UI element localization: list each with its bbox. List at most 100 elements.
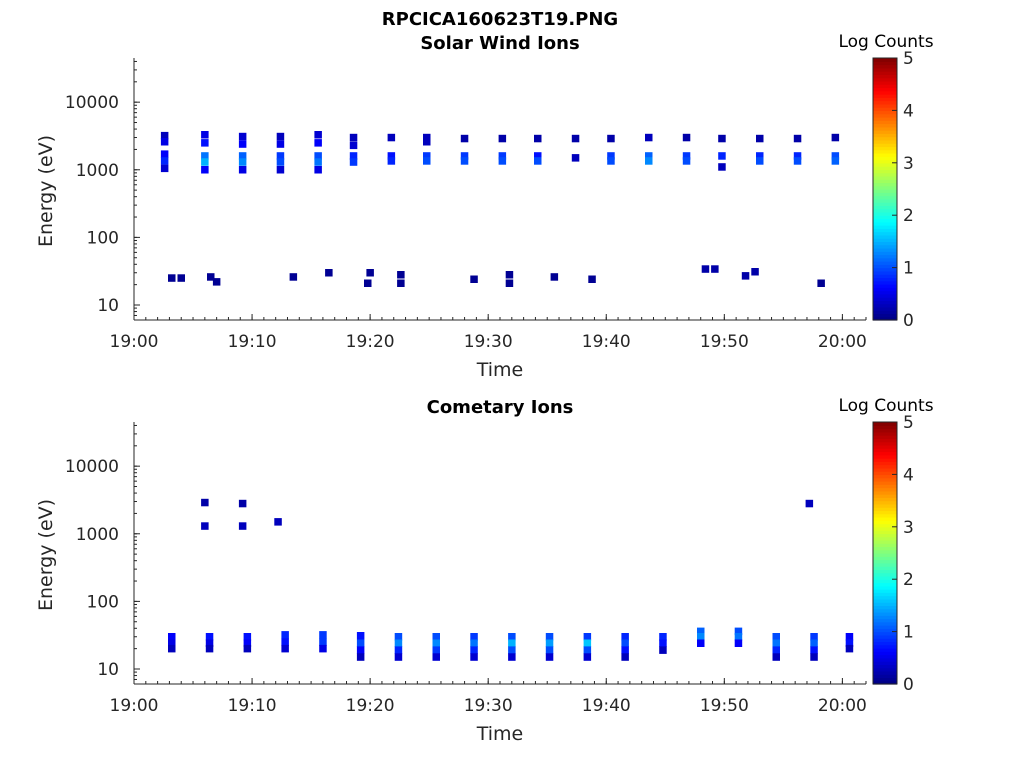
heatmap-cell [160, 150, 169, 158]
colorbar-segment [873, 310, 897, 315]
heatmap-cell [508, 653, 516, 661]
heatmap-cell [772, 653, 780, 661]
heatmap-cell [276, 140, 285, 148]
heatmap-cell [160, 157, 169, 165]
heatmap-cell [423, 138, 431, 146]
colorbar-segment [873, 58, 897, 62]
colorbar-segment [873, 143, 897, 148]
colorbar-segment [873, 664, 897, 669]
colorbar-tick-label: 4 [903, 101, 914, 121]
colorbar-segment [873, 589, 897, 593]
colorbar-label: Log Counts [838, 396, 933, 416]
heatmap-cell [349, 152, 358, 160]
heatmap-cell [498, 157, 507, 165]
colorbar-segment [873, 283, 897, 288]
heatmap-cell [356, 632, 365, 640]
heatmap-cell [751, 268, 759, 276]
colorbar-segment [873, 306, 897, 311]
heatmap-cell [160, 164, 169, 173]
colorbar-tick-label: 5 [903, 413, 914, 433]
colorbar-segment [873, 303, 897, 308]
colorbar-segment [873, 290, 897, 295]
heatmap-cell [319, 631, 327, 639]
heatmap-cell [621, 646, 629, 654]
colorbar-segment [873, 569, 897, 574]
heatmap-cell [314, 131, 322, 139]
heatmap-cell [508, 633, 516, 641]
heatmap-cell [793, 152, 802, 160]
heatmap-cell [817, 279, 825, 287]
colorbar-segment [873, 585, 897, 590]
heatmap-cell [810, 633, 818, 641]
heatmap-cell [508, 639, 516, 647]
heatmap-cell [356, 653, 365, 661]
heatmap-cell [545, 633, 554, 641]
colorbar-segment [873, 179, 897, 184]
colorbar-segment [873, 84, 897, 89]
colorbar-segment [873, 657, 897, 662]
heatmap-cell [177, 274, 185, 282]
colorbar-segment [873, 97, 897, 102]
colorbar-segment [873, 670, 897, 675]
colorbar-segment [873, 215, 897, 220]
colorbar-segment [873, 80, 897, 85]
colorbar-segment [873, 631, 897, 636]
colorbar-segment [873, 316, 897, 321]
colorbar-segment [873, 677, 897, 682]
colorbar-segment [873, 149, 897, 154]
heatmap-cell [470, 639, 478, 647]
heatmap-cell [505, 279, 514, 287]
y-axis-label: Energy (eV) [35, 499, 57, 611]
heatmap-cell [394, 633, 403, 641]
y-tick-label: 10 [97, 660, 119, 680]
colorbar-segment [873, 130, 897, 134]
heatmap-cell [460, 152, 469, 160]
y-tick-label: 100 [87, 228, 119, 248]
colorbar-segment [873, 559, 897, 564]
colorbar-segment [873, 562, 897, 567]
x-axis-label: Time [476, 723, 524, 745]
heatmap-cell [394, 639, 403, 647]
colorbar-segment [873, 526, 897, 531]
heatmap-cell [276, 132, 285, 141]
heatmap-cell [432, 653, 440, 661]
colorbar-tick-label: 5 [903, 49, 914, 69]
heatmap-cell [756, 157, 764, 165]
heatmap-cell [238, 499, 247, 508]
colorbar-segment [873, 628, 897, 633]
heatmap-cell [281, 638, 289, 646]
heatmap-cell [583, 633, 592, 641]
colorbar-segment [873, 549, 897, 554]
colorbar-segment [873, 267, 897, 272]
colorbar-tick-label: 0 [903, 311, 914, 331]
y-tick-label: 1000 [76, 161, 119, 181]
colorbar-segment [873, 261, 897, 265]
heatmap-cell [697, 633, 705, 641]
colorbar-segment [873, 543, 897, 548]
heatmap-cell [387, 157, 396, 165]
heatmap-cell [394, 653, 403, 661]
heatmap-cell [314, 152, 322, 160]
colorbar-segment [873, 556, 897, 561]
colorbar-segment [873, 638, 897, 643]
colorbar-segment [873, 654, 897, 659]
colorbar-segment [873, 172, 897, 177]
x-tick-label: 19:40 [582, 696, 631, 716]
heatmap-cell [741, 272, 750, 280]
colorbar-tick-label: 1 [903, 259, 914, 279]
heatmap-cell [349, 133, 358, 142]
colorbar-segment [873, 208, 897, 213]
x-tick-label: 19:10 [228, 332, 277, 352]
colorbar-segment [873, 133, 897, 138]
heatmap-cell [243, 644, 252, 653]
heatmap-cell [793, 134, 802, 143]
heatmap-cell [160, 138, 169, 146]
x-tick-label: 19:00 [110, 696, 159, 716]
colorbar-segment [873, 615, 897, 620]
heatmap-cell [772, 633, 780, 641]
colorbar-segment [873, 454, 897, 459]
heatmap-cell [168, 633, 176, 641]
heatmap-cell [387, 133, 396, 142]
heatmap-cell [659, 646, 667, 654]
colorbar-segment [873, 107, 897, 112]
